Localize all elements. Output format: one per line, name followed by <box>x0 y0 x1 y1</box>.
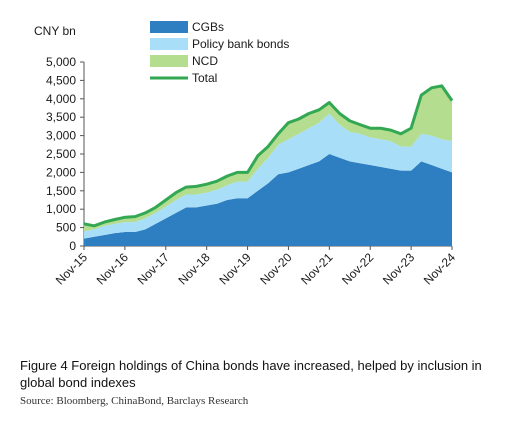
y-tick-label: 2,500 <box>46 147 76 161</box>
x-axis: Nov-15 Nov-16 Nov-17 Nov-18 Nov-19 Nov-20 Nov-… <box>53 245 458 287</box>
legend-label-policy-bank-bonds: Policy bank bonds <box>192 37 289 51</box>
x-tick-label: Nov-19 <box>216 250 253 287</box>
y-tick-label: 2,000 <box>46 165 76 179</box>
y-axis: 0 500 1,000 1,500 2,000 2,500 3,000 3,500 4,000 4… <box>46 55 85 253</box>
x-tick-label: Nov-17 <box>135 250 172 287</box>
line-total <box>83 84 454 228</box>
y-tick-label: 0 <box>69 239 76 253</box>
x-tick-label: Nov-21 <box>298 250 335 287</box>
legend: CGBs Policy bank bonds NCD Total <box>150 20 289 85</box>
area-policy-bank-bonds <box>84 113 452 239</box>
y-tick-label: 4,500 <box>46 73 76 87</box>
area-ncd <box>84 85 452 232</box>
figure-caption: Figure 4 Foreign holdings of China bonds… <box>20 358 482 390</box>
x-tick-label: Nov-18 <box>176 250 213 287</box>
legend-label-ncd: NCD <box>192 54 218 68</box>
x-tick-label: Nov-20 <box>257 250 294 287</box>
legend-swatch-policy-bank-bonds <box>150 38 188 50</box>
legend-swatch-ncd <box>150 55 188 67</box>
x-tick-label: Nov-16 <box>94 250 131 287</box>
y-tick-label: 5,000 <box>46 55 76 69</box>
x-tick-label: Nov-23 <box>380 250 417 287</box>
area-cgbs <box>84 154 452 246</box>
y-tick-label: 1,000 <box>46 202 76 216</box>
legend-swatch-cgbs <box>150 21 188 33</box>
y-axis-label: CNY bn <box>34 24 76 38</box>
plot-area <box>83 84 454 246</box>
y-tick-label: 500 <box>56 221 76 235</box>
y-tick-label: 4,000 <box>46 92 76 106</box>
x-tick-label: Nov-24 <box>421 250 458 287</box>
chart: CNY bn CGBs Policy bank bonds NCD Total 0 50… <box>34 20 458 287</box>
legend-label-total: Total <box>192 71 217 85</box>
y-tick-label: 3,000 <box>46 129 76 143</box>
x-tick-label: Nov-22 <box>339 250 376 287</box>
y-tick-label: 3,500 <box>46 110 76 124</box>
legend-label-cgbs: CGBs <box>192 20 224 34</box>
y-tick-label: 1,500 <box>46 184 76 198</box>
x-tick-label: Nov-15 <box>53 250 90 287</box>
figure-source: Source: Bloomberg, ChinaBond, Barclays R… <box>20 395 249 407</box>
